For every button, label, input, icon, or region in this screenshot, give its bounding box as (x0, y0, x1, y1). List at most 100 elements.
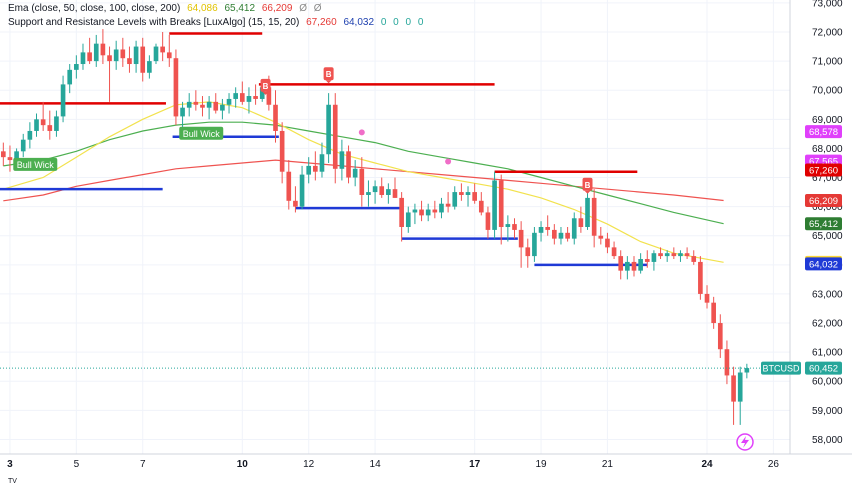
candle-body (452, 192, 458, 207)
candle-body (545, 227, 551, 230)
candle-body (14, 151, 19, 161)
candle-body (332, 104, 338, 169)
candle-body (213, 101, 219, 111)
candle-body (346, 151, 351, 178)
candle-body (532, 232, 537, 257)
ema50-line (3, 101, 724, 263)
candle-body (598, 235, 604, 239)
x-tick-label: 3 (7, 459, 13, 470)
candle-body (638, 259, 643, 271)
lightning-bolt (741, 436, 749, 448)
candle-body (432, 209, 438, 213)
candle-body (193, 101, 199, 105)
candle-body (505, 224, 511, 227)
ema-legend: Ema (close, 50, close, 100, close, 200) … (8, 3, 326, 14)
x-tick-label: 10 (237, 459, 249, 470)
candle-body (386, 189, 391, 195)
candle-body (399, 197, 404, 227)
y-tick-label: 62,000 (812, 319, 843, 330)
candle-body (552, 229, 557, 239)
candle-body (313, 165, 318, 172)
candle-body (226, 98, 232, 105)
candle-body (578, 218, 584, 227)
candle-body (127, 58, 132, 65)
price-tag (805, 125, 842, 139)
candle-body (625, 261, 630, 271)
break-marker: B (260, 78, 271, 95)
y-tick-label: 60,000 (812, 377, 843, 388)
x-tick-label: 12 (303, 459, 315, 470)
candle-body (93, 43, 99, 62)
ema-legend-label: Ema (close, 50, close, 100, close, 200) (8, 3, 181, 14)
x-tick-label: 19 (535, 459, 547, 470)
candle-body (266, 87, 272, 105)
bull-wick-label: Bull Wick (179, 126, 224, 140)
candle-body (498, 180, 504, 227)
ema100-value: 65,412 (224, 3, 256, 14)
lightning-ring (736, 433, 754, 451)
candle-body (724, 349, 730, 376)
y-tick-label: 73,000 (812, 0, 843, 9)
break-marker: B (582, 177, 593, 194)
candle-body (671, 253, 677, 257)
y-tick-label: 61,000 (812, 348, 843, 359)
candle-body (180, 107, 185, 117)
candle-body (558, 232, 564, 239)
y-tick-label: 70,000 (812, 86, 843, 97)
price-tag (805, 257, 842, 271)
sr-resistance-value: 67,260 (306, 17, 337, 28)
candle-body (319, 154, 325, 172)
candle-body (379, 186, 385, 195)
price-tag (805, 217, 842, 231)
candle-body (366, 192, 371, 195)
candle-body (691, 256, 697, 262)
candle-body (644, 259, 650, 262)
candle-body (419, 209, 424, 216)
candle-body (200, 104, 205, 108)
bull-wick-box (13, 157, 58, 171)
candle-body (339, 151, 345, 169)
candle-body (60, 84, 66, 117)
price-tag-text: 67,260 (809, 165, 838, 176)
candle-body (711, 302, 716, 324)
candle-body (173, 58, 179, 117)
candle-body (664, 253, 670, 257)
candle-body (40, 119, 46, 126)
candle-body (631, 261, 637, 271)
candle-body (405, 212, 411, 227)
candle-body (206, 101, 212, 108)
y-tick-label: 72,000 (812, 28, 843, 39)
break-box (323, 67, 334, 81)
candle-body (518, 229, 524, 248)
break-pointer (584, 190, 591, 194)
ema-extra-1: Ø (299, 3, 307, 14)
candle-body (100, 43, 106, 56)
candle-body (359, 168, 365, 195)
x-tick-label: 26 (768, 459, 780, 470)
y-tick-label: 69,000 (812, 115, 843, 126)
price-tag (805, 163, 842, 177)
candle-body (605, 238, 610, 248)
candle-body (220, 104, 225, 111)
x-tick-label: 21 (602, 459, 614, 470)
y-tick-label: 71,000 (812, 57, 843, 68)
candle-body (525, 247, 531, 257)
price-tag-text: 68,578 (809, 127, 838, 138)
break-text: B (585, 181, 591, 190)
candle-body (565, 232, 570, 239)
ema50-value: 64,086 (187, 3, 218, 14)
candle-body (704, 293, 710, 303)
price-tag-text: 64,032 (809, 259, 838, 270)
x-tick-label: 14 (370, 459, 382, 470)
candle-body (684, 253, 690, 257)
candle-body (147, 61, 152, 73)
sr-legend-label: Support and Resistance Levels with Break… (8, 17, 300, 28)
candle-body (445, 203, 451, 207)
candle-body (293, 200, 298, 207)
candle-body (286, 171, 292, 201)
candle-body (737, 372, 743, 402)
candle-body (67, 69, 73, 85)
candle-body (618, 256, 624, 271)
price-tag (805, 194, 842, 208)
